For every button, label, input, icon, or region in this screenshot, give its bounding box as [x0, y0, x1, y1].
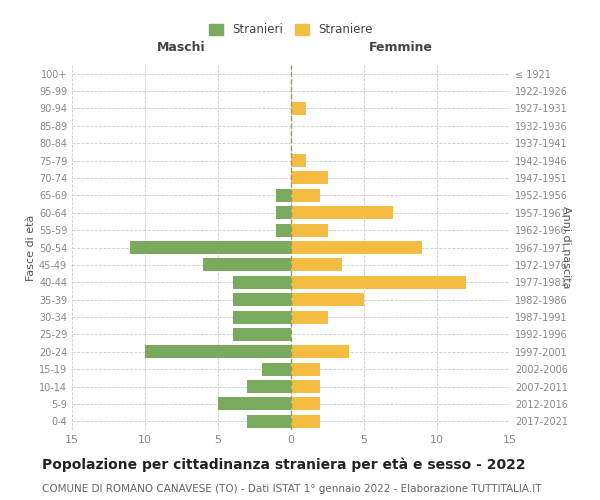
Bar — [291, 398, 320, 410]
Bar — [291, 310, 328, 324]
Bar — [277, 224, 291, 236]
Text: Femmine: Femmine — [368, 41, 433, 54]
Bar — [291, 380, 320, 393]
Y-axis label: Fasce di età: Fasce di età — [26, 214, 36, 280]
Bar — [291, 293, 364, 306]
Bar — [218, 398, 291, 410]
Text: Maschi: Maschi — [157, 41, 206, 54]
Bar — [291, 224, 328, 236]
Bar — [291, 206, 393, 220]
Bar — [277, 206, 291, 220]
Bar — [291, 154, 305, 167]
Bar — [247, 415, 291, 428]
Bar — [233, 276, 291, 289]
Bar — [277, 189, 291, 202]
Bar — [291, 172, 328, 184]
Bar — [291, 346, 349, 358]
Bar — [291, 362, 320, 376]
Bar — [203, 258, 291, 272]
Bar — [262, 362, 291, 376]
Bar — [291, 241, 422, 254]
Bar — [291, 102, 305, 115]
Bar — [145, 346, 291, 358]
Text: COMUNE DI ROMANO CANAVESE (TO) - Dati ISTAT 1° gennaio 2022 - Elaborazione TUTTI: COMUNE DI ROMANO CANAVESE (TO) - Dati IS… — [42, 484, 542, 494]
Bar — [291, 276, 466, 289]
Bar — [291, 189, 320, 202]
Bar — [247, 380, 291, 393]
Bar — [291, 415, 320, 428]
Y-axis label: Anni di nascita: Anni di nascita — [560, 206, 571, 289]
Bar — [233, 293, 291, 306]
Bar — [233, 310, 291, 324]
Bar — [291, 258, 342, 272]
Bar — [130, 241, 291, 254]
Text: Popolazione per cittadinanza straniera per età e sesso - 2022: Popolazione per cittadinanza straniera p… — [42, 458, 526, 472]
Bar — [233, 328, 291, 341]
Legend: Stranieri, Straniere: Stranieri, Straniere — [209, 24, 373, 36]
